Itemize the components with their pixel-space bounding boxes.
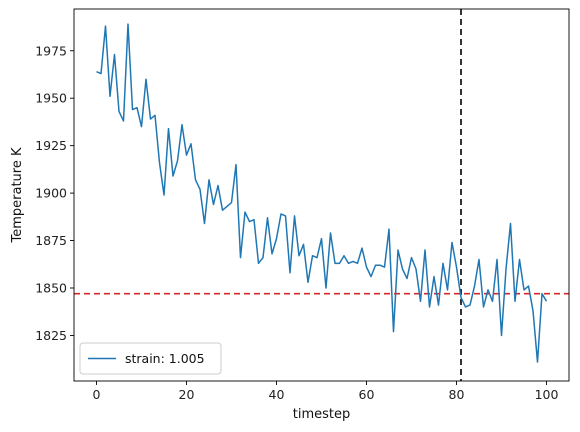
y-tick-label: 1925: [35, 138, 67, 153]
reference-lines: [74, 9, 569, 381]
y-tick-label: 1975: [35, 43, 67, 58]
x-axis-label: timestep: [293, 407, 351, 422]
x-tick-label: 60: [359, 387, 375, 402]
x-tick-label: 80: [449, 387, 465, 402]
series-layer: [96, 23, 548, 363]
x-tick-label: 100: [535, 387, 559, 402]
y-tick-label: 1950: [35, 91, 67, 106]
series-line-strain: [96, 23, 548, 363]
y-tick-label: 1825: [35, 328, 67, 343]
x-tick-label: 20: [179, 387, 195, 402]
y-tick-label: 1850: [35, 281, 67, 296]
legend-box: [79, 342, 222, 375]
legend-label: strain: 1.005: [125, 351, 205, 366]
x-tick-label: 40: [269, 387, 285, 402]
y-tick-label: 1900: [35, 186, 67, 201]
plot-frame: [73, 8, 570, 382]
axes: 0 20 40 60 80 100 1825 1850 1875 1900 1925 1950 1975…: [10, 8, 570, 422]
y-tick-label: 1875: [35, 233, 67, 248]
y-axis-label: Temperature K: [10, 147, 25, 243]
legend: strain: 1.005: [79, 342, 222, 375]
x-tick-label: 0: [93, 387, 101, 402]
